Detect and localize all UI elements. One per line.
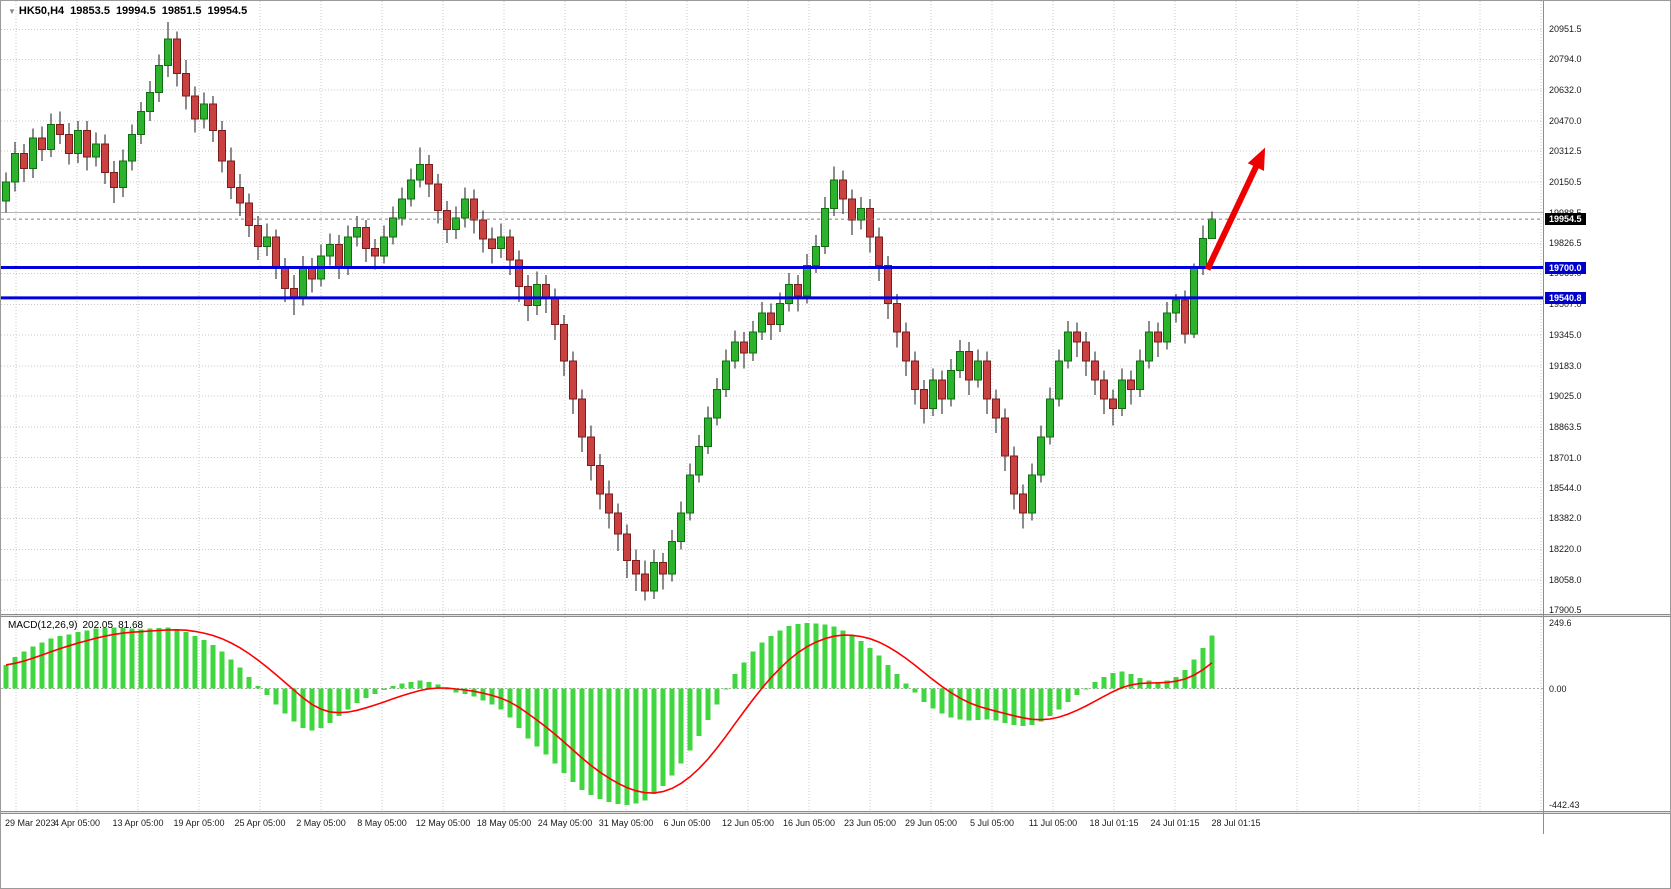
time-tick-label: 12 May 05:00	[415, 818, 471, 828]
ohlc-high: 19994.5	[115, 5, 156, 17]
price-tick-label: 18220.0	[1549, 544, 1582, 555]
price-tick-label: 20312.5	[1549, 145, 1582, 156]
time-tick-label: 29 Mar 2023	[5, 818, 56, 828]
macd-chart[interactable]	[1, 617, 1543, 811]
price-tick-label: 19345.0	[1549, 330, 1582, 341]
time-tick-label: 5 Jul 05:00	[969, 818, 1015, 828]
price-tick-label: 20632.0	[1549, 85, 1582, 96]
price-gridlines	[1, 1, 1543, 614]
price-tick-label: 17900.5	[1549, 605, 1582, 616]
price-tick-label: 20794.0	[1549, 54, 1582, 65]
price-tick-label: 19025.0	[1549, 391, 1582, 402]
macd-value: 202.05	[82, 620, 114, 631]
macd-signal-line	[5, 628, 1213, 794]
price-tick-label: 19507.0	[1549, 299, 1582, 310]
time-axis[interactable]: 29 Mar 2023 4 Apr 05:00 13 Apr 05:00 19 Apr…	[1, 814, 1543, 834]
macd-signal-value: 81.68	[118, 620, 144, 631]
macd-tick-label: 0.00	[1549, 683, 1567, 694]
macd-tick-label: 249.6	[1549, 617, 1572, 628]
symbol-marker-icon: ▼	[8, 7, 16, 16]
time-tick-label: 29 Jun 05:00	[904, 818, 958, 828]
macd-tick-label: -442.43	[1549, 800, 1580, 811]
time-tick-label: 12 Jun 05:00	[721, 818, 775, 828]
ohlc-close: 19954.5	[207, 5, 248, 17]
time-tick-label: 19 Apr 05:00	[173, 818, 225, 828]
ohlc-low: 19851.5	[161, 5, 202, 17]
time-tick-label: 16 Jun 05:00	[782, 818, 836, 828]
price-tick-label: 20150.5	[1549, 176, 1582, 187]
time-tick-label: 23 Jun 05:00	[843, 818, 897, 828]
time-tick-label: 6 Jun 05:00	[663, 818, 711, 828]
price-tick-label: 18058.0	[1549, 575, 1582, 586]
macd-histogram	[3, 623, 1215, 805]
price-axis-column[interactable]: 20951.5 20794.0 20632.0 20470.0 20312.5 20150…	[1544, 1, 1670, 834]
macd-label: MACD(12,26,9)	[8, 620, 78, 631]
pane-splitter[interactable]	[1, 614, 1670, 617]
time-tick-label: 31 May 05:00	[598, 818, 654, 828]
axis-separator	[1543, 1, 1544, 834]
price-tick-label: 18382.0	[1549, 513, 1582, 524]
time-tick-label: 24 Jul 01:15	[1150, 818, 1200, 828]
price-tick-label: 20470.0	[1549, 115, 1582, 126]
price-tick-label: 19988.5	[1549, 208, 1582, 218]
price-pane[interactable]	[1, 1, 1543, 614]
current-price-badge: 19954.5	[1545, 213, 1586, 226]
time-tick-label: 11 Jul 05:00	[1028, 818, 1078, 828]
time-tick-label: 25 Apr 05:00	[234, 818, 286, 828]
symbol-info: ▼ HK50,H4 19853.5 19994.5 19851.5 19954.5	[8, 5, 247, 17]
ohlc-open: 19853.5	[70, 5, 110, 17]
price-tick-label: 18701.0	[1549, 452, 1582, 463]
candles	[2, 21, 1216, 601]
price-tick-label: 18544.0	[1549, 482, 1582, 493]
level-price-badge: 19700.0	[1545, 261, 1586, 274]
time-tick-label: 28 Jul 01:15	[1211, 818, 1261, 828]
trend-arrow[interactable]	[1204, 147, 1266, 271]
symbol-timeframe-label: HK50,H4	[18, 5, 65, 17]
price-tick-label: 19183.0	[1549, 360, 1582, 371]
time-tick-label: 4 Apr 05:00	[53, 818, 101, 828]
time-tick-label: 13 Apr 05:00	[112, 818, 164, 828]
time-tick-label: 18 May 05:00	[476, 818, 532, 828]
price-tick-label: 20951.5	[1549, 24, 1582, 35]
price-tick-label: 19826.5	[1549, 238, 1582, 249]
price-tick-label: 18863.5	[1549, 421, 1582, 432]
level-price-badge: 19540.8	[1545, 291, 1586, 304]
macd-pane[interactable]	[1, 617, 1543, 811]
candlestick-chart[interactable]	[1, 1, 1543, 614]
macd-indicator-info: MACD(12,26,9) 202.05 81.68	[8, 620, 148, 631]
time-tick-label: 2 May 05:00	[296, 818, 346, 828]
time-tick-label: 24 May 05:00	[537, 818, 593, 828]
time-tick-label: 8 May 05:00	[357, 818, 407, 828]
time-axis-splitter[interactable]	[1, 811, 1670, 814]
time-tick-label: 18 Jul 01:15	[1089, 818, 1139, 828]
